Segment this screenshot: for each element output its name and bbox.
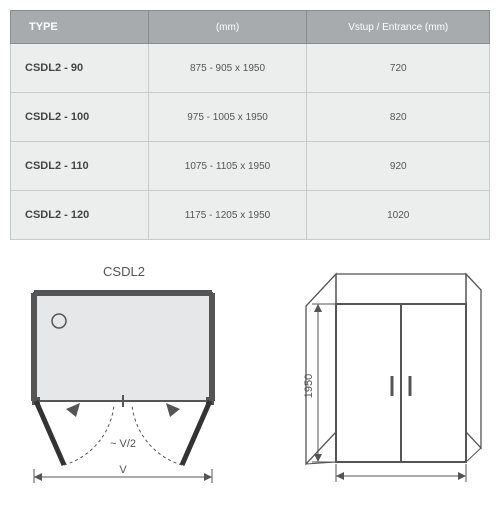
- cell-type: CSDL2 - 90: [11, 44, 149, 93]
- cell-dim: 875 - 905 x 1950: [148, 44, 307, 93]
- swing-arc-left: [64, 405, 114, 465]
- width-label: V: [119, 464, 127, 476]
- col-type: TYPE: [11, 11, 149, 44]
- cell-entrance: 820: [307, 93, 490, 142]
- cell-dim: 1175 - 1205 x 1950: [148, 191, 307, 240]
- cell-type: CSDL2 - 120: [11, 191, 149, 240]
- height-label: 1950: [303, 374, 315, 398]
- cell-dim: 1075 - 1105 x 1950: [148, 142, 307, 191]
- plan-svg: ~ V/2 V: [14, 285, 234, 485]
- spec-table: TYPE (mm) Vstup / Entrance (mm) CSDL2 - …: [10, 10, 490, 240]
- table-header-row: TYPE (mm) Vstup / Entrance (mm): [11, 11, 490, 44]
- cell-type: CSDL2 - 100: [11, 93, 149, 142]
- cell-entrance: 920: [307, 142, 490, 191]
- cell-entrance: 1020: [307, 191, 490, 240]
- table-row: CSDL2 - 120 1175 - 1205 x 1950 1020: [11, 191, 490, 240]
- cell-entrance: 720: [307, 44, 490, 93]
- half-width-label: ~ V/2: [110, 438, 136, 450]
- cell-dim: 975 - 1005 x 1950: [148, 93, 307, 142]
- col-entrance: Vstup / Entrance (mm): [307, 11, 490, 44]
- diagrams-row: CSDL2 ~: [10, 264, 490, 494]
- table-row: CSDL2 - 90 875 - 905 x 1950 720: [11, 44, 490, 93]
- swing-arc-right: [132, 405, 182, 465]
- iso-svg: 1950: [276, 264, 486, 489]
- door-right-open: [182, 401, 210, 465]
- plan-enclosure: [34, 293, 212, 401]
- plan-view-diagram: CSDL2 ~: [14, 264, 234, 494]
- iso-view-diagram: 1950: [276, 264, 486, 494]
- table-row: CSDL2 - 110 1075 - 1105 x 1950 920: [11, 142, 490, 191]
- cell-type: CSDL2 - 110: [11, 142, 149, 191]
- col-dim: (mm): [148, 11, 307, 44]
- table-row: CSDL2 - 100 975 - 1005 x 1950 820: [11, 93, 490, 142]
- door-left-open: [36, 401, 64, 465]
- plan-title: CSDL2: [14, 264, 234, 279]
